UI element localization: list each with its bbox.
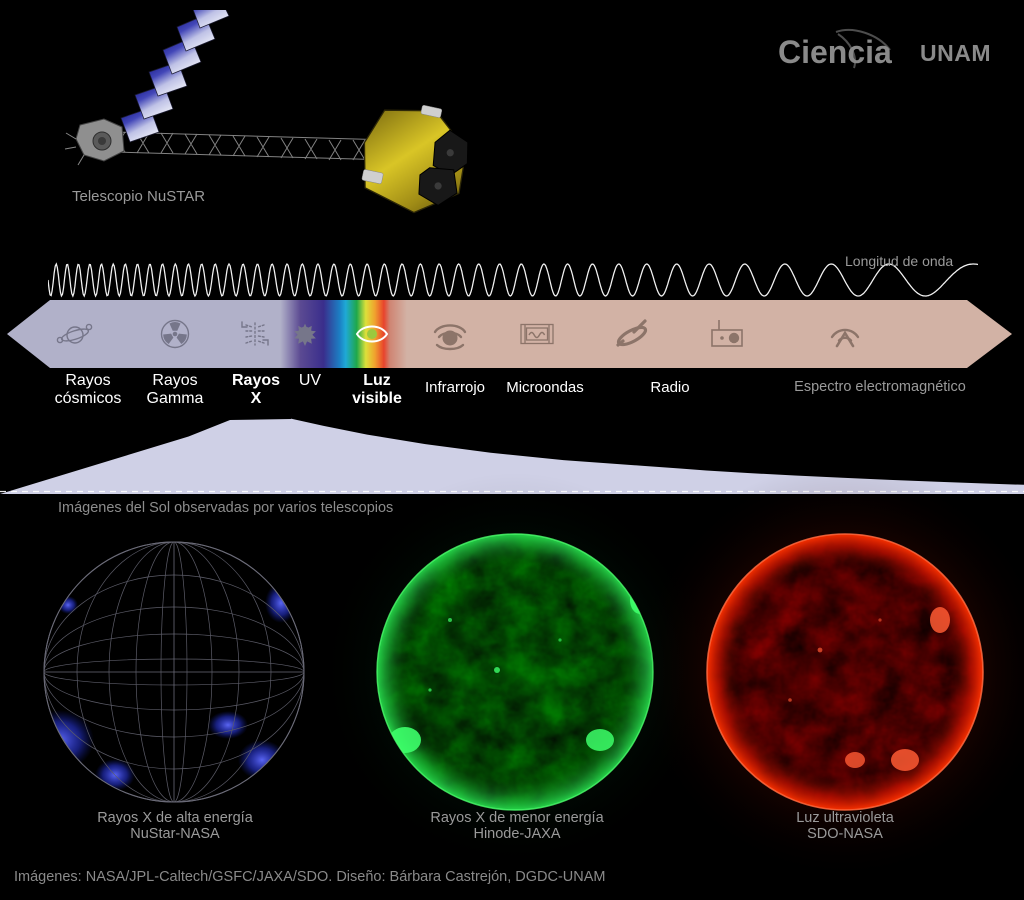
svg-text:Ciencia: Ciencia: [778, 34, 892, 70]
svg-text:UNAM: UNAM: [920, 40, 991, 66]
